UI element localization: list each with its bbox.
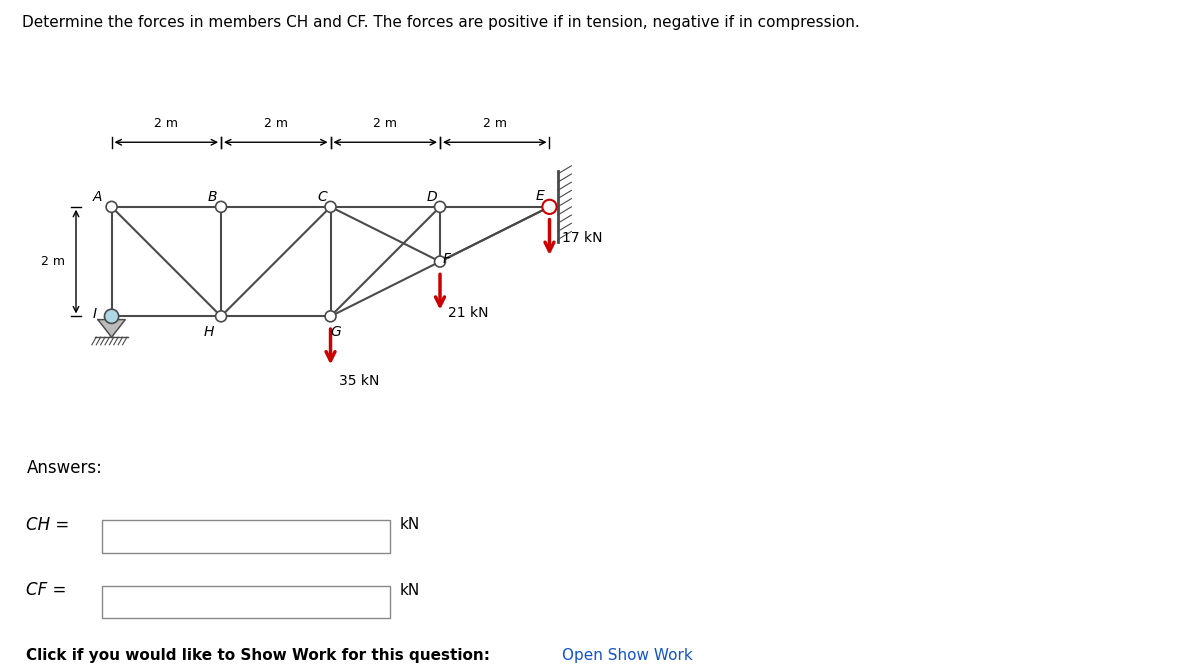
Text: CF =: CF =	[26, 582, 67, 599]
Text: H: H	[204, 325, 214, 338]
Text: Click if you would like to Show Work for this question:: Click if you would like to Show Work for…	[26, 649, 491, 663]
Text: Open Show Work: Open Show Work	[562, 649, 692, 663]
Text: 2 m: 2 m	[41, 255, 65, 268]
Text: kN: kN	[400, 517, 420, 532]
Text: 21 kN: 21 kN	[449, 306, 488, 320]
Text: Answers:: Answers:	[26, 459, 102, 477]
Text: 2 m: 2 m	[155, 117, 179, 130]
FancyBboxPatch shape	[102, 586, 390, 618]
Circle shape	[434, 202, 445, 212]
Circle shape	[104, 310, 119, 324]
Text: G: G	[331, 325, 341, 338]
Text: E: E	[535, 189, 544, 203]
Circle shape	[216, 202, 227, 212]
Text: 2 m: 2 m	[373, 117, 397, 130]
Text: 17 kN: 17 kN	[562, 231, 602, 245]
Text: Determine the forces in members CH and CF. The forces are positive if in tension: Determine the forces in members CH and C…	[22, 15, 859, 29]
FancyBboxPatch shape	[102, 520, 390, 553]
Circle shape	[216, 311, 227, 322]
Circle shape	[542, 200, 557, 214]
Text: A: A	[94, 190, 103, 204]
Text: B: B	[208, 190, 217, 204]
Text: 35 kN: 35 kN	[338, 374, 379, 388]
Text: 2 m: 2 m	[482, 117, 506, 130]
Text: 2 m: 2 m	[264, 117, 288, 130]
Text: F: F	[443, 252, 450, 266]
Text: kN: kN	[400, 583, 420, 598]
Circle shape	[325, 311, 336, 322]
Text: I: I	[94, 307, 97, 320]
Polygon shape	[98, 320, 125, 337]
Circle shape	[106, 202, 118, 212]
Text: C: C	[318, 190, 328, 204]
Circle shape	[434, 256, 445, 267]
Text: D: D	[426, 190, 437, 204]
Circle shape	[325, 202, 336, 212]
Text: CH =: CH =	[26, 516, 70, 533]
